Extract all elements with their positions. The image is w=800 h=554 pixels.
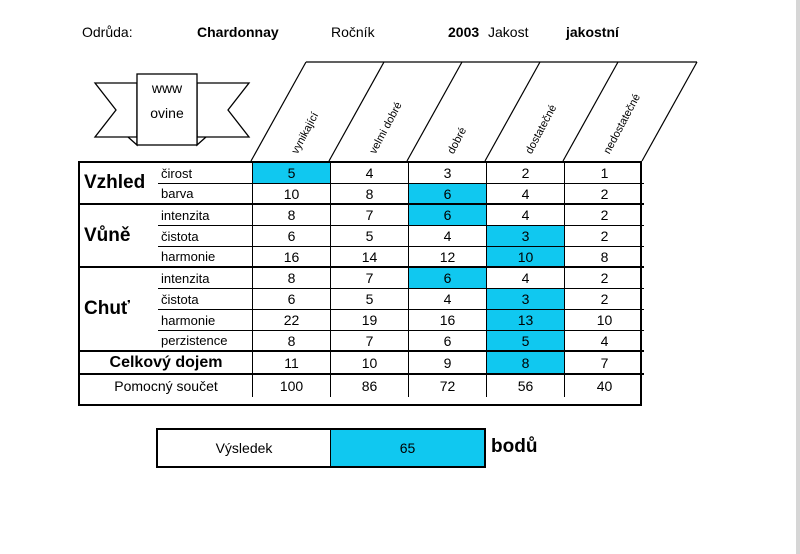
score-cell[interactable]: 8 [565,247,644,268]
score-cell[interactable]: 3 [409,163,487,184]
score-cell[interactable]: 13 [487,310,565,331]
criterion-label: čirost [158,163,253,184]
score-cell[interactable]: 6 [409,268,487,289]
group-label: Chuť [80,268,158,352]
criterion-label: intenzita [158,268,253,289]
score-cell[interactable]: 8 [253,205,331,226]
scoring-table: Vzhled čirost 5 4 3 2 1 barva 10 8 6 4 2 Vůně intenzit… [78,161,644,406]
score-cell[interactable]: 10 [487,247,565,268]
score-cell[interactable]: 16 [253,247,331,268]
score-cell[interactable]: 6 [253,289,331,310]
score-cell[interactable]: 2 [565,205,644,226]
overall-score-cell[interactable]: 7 [565,352,644,375]
criterion-label: intenzita [158,205,253,226]
score-cell[interactable]: 4 [565,331,644,352]
score-cell[interactable]: 7 [331,205,409,226]
overall-score-cell[interactable]: 11 [253,352,331,375]
year-value: 2003 [448,24,480,40]
subtotal-cell: 72 [409,375,487,397]
criterion-label: čistota [158,226,253,247]
subtotal-cell: 56 [487,375,565,397]
score-cell[interactable]: 2 [565,289,644,310]
score-cell[interactable]: 6 [409,205,487,226]
score-cell[interactable]: 6 [409,331,487,352]
subtotal-label: Pomocný součet [80,375,253,397]
score-cell[interactable]: 7 [331,268,409,289]
score-cell[interactable]: 2 [565,184,644,205]
score-cell[interactable]: 4 [487,268,565,289]
variety-value: Chardonnay [197,24,279,40]
ribbon-logo-icon [93,73,251,147]
overall-score-cell[interactable]: 10 [331,352,409,375]
score-cell[interactable]: 5 [487,331,565,352]
score-cell[interactable]: 2 [565,226,644,247]
logo-line-1: www [151,80,183,96]
group-label: Vzhled [80,163,158,205]
score-cell[interactable]: 6 [409,184,487,205]
group-label: Vůně [80,205,158,268]
result-label: Výsledek [158,430,331,466]
score-cell[interactable]: 5 [331,226,409,247]
result-unit: bodů [491,436,538,457]
score-cell[interactable]: 3 [487,289,565,310]
score-cell[interactable]: 4 [487,205,565,226]
criterion-label: čistota [158,289,253,310]
subtotal-cell: 100 [253,375,331,397]
score-cell[interactable]: 2 [487,163,565,184]
score-cell[interactable]: 6 [253,226,331,247]
score-cell[interactable]: 10 [565,310,644,331]
result-box: Výsledek 65 [156,428,486,468]
window-edge [796,0,800,554]
score-cell[interactable]: 8 [331,184,409,205]
score-cell[interactable]: 16 [409,310,487,331]
score-cell[interactable]: 12 [409,247,487,268]
criterion-label: perzistence [158,331,253,352]
score-cell[interactable]: 14 [331,247,409,268]
overall-score-cell[interactable]: 9 [409,352,487,375]
logo-line-2: ovine [150,105,184,121]
subtotal-cell: 86 [331,375,409,397]
score-cell[interactable]: 5 [253,163,331,184]
quality-value: jakostní [566,24,619,40]
score-cell[interactable]: 3 [487,226,565,247]
score-cell[interactable]: 1 [565,163,644,184]
subtotal-cell: 40 [596,378,613,394]
overall-score-cell[interactable]: 8 [487,352,565,375]
criterion-label: barva [158,184,253,205]
score-cell[interactable]: 4 [331,163,409,184]
criterion-label: harmonie [158,247,253,268]
score-cell[interactable]: 4 [487,184,565,205]
score-cell[interactable]: 4 [409,289,487,310]
quality-label: Jakost [488,24,529,40]
score-cell[interactable]: 8 [253,331,331,352]
score-cell[interactable]: 2 [565,268,644,289]
score-cell[interactable]: 5 [331,289,409,310]
score-cell[interactable]: 19 [331,310,409,331]
score-cell[interactable]: 22 [253,310,331,331]
score-cell[interactable]: 8 [253,268,331,289]
variety-label: Odrůda: [82,24,133,40]
score-cell[interactable]: 7 [331,331,409,352]
overall-label: Celkový dojem [80,352,253,375]
criterion-label: harmonie [158,310,253,331]
score-cell[interactable]: 10 [253,184,331,205]
result-value: 65 [331,430,484,466]
score-cell[interactable]: 4 [409,226,487,247]
year-label: Ročník [331,24,375,40]
